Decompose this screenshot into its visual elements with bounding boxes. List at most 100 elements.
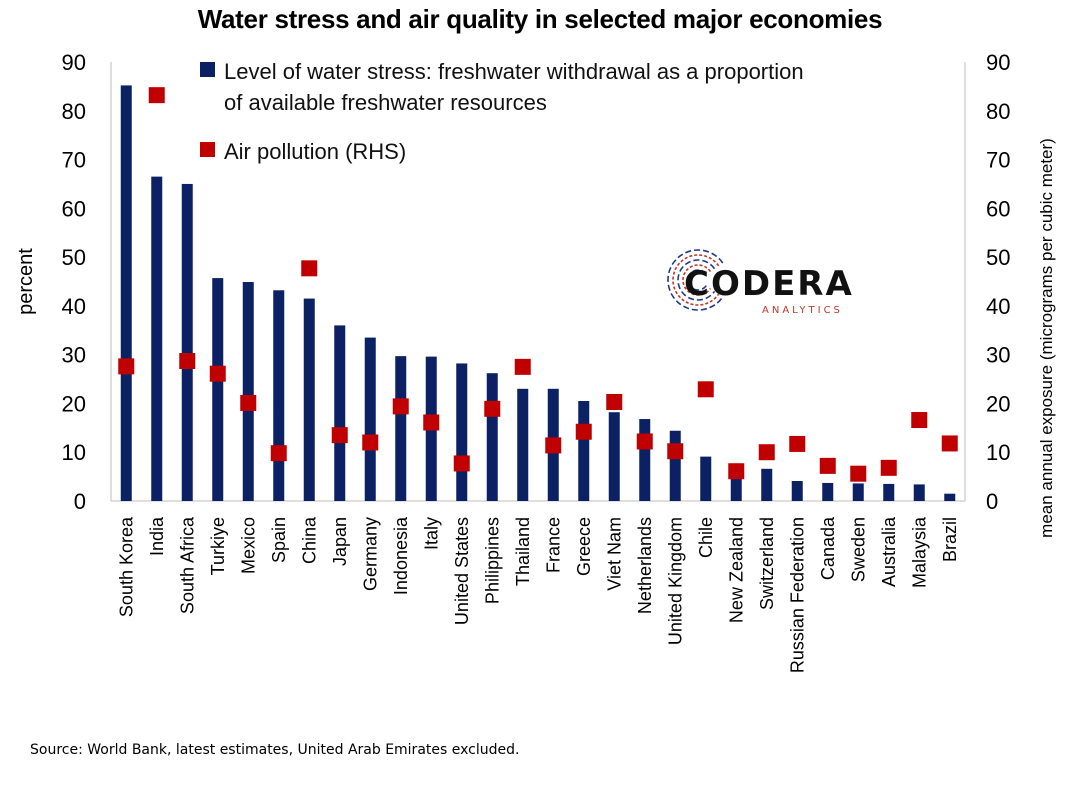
category-label: Spain <box>269 517 289 563</box>
bar-sweden <box>852 483 864 501</box>
category-label: Russian Federation <box>787 517 807 673</box>
category-label: Turkiye <box>208 517 228 575</box>
category-label: Thailand <box>513 517 533 586</box>
marker-australia <box>880 459 897 476</box>
bar-switzerland <box>761 468 773 501</box>
marker-south-africa <box>179 353 196 370</box>
left-tick-label: 30 <box>62 343 86 368</box>
bar-viet-nam <box>608 412 620 501</box>
marker-thailand <box>514 358 531 375</box>
marker-brazil <box>941 435 958 452</box>
bar-netherlands <box>639 419 651 501</box>
category-label: United Kingdom <box>665 517 685 645</box>
right-tick-label: 60 <box>986 196 1010 221</box>
left-tick-label: 20 <box>62 391 86 416</box>
bar-australia <box>883 483 895 501</box>
category-label: United States <box>452 517 472 625</box>
legend-label-bars: of available freshwater resources <box>224 90 547 115</box>
marker-china <box>301 260 318 277</box>
logo-wordmark: CODERA <box>684 264 854 304</box>
bar-thailand <box>517 388 529 501</box>
bar-chile <box>700 456 712 501</box>
left-tick-label: 80 <box>62 99 86 124</box>
category-label: Greece <box>574 517 594 576</box>
right-tick-label: 10 <box>986 440 1010 465</box>
category-label: South Korea <box>116 516 136 617</box>
bar-philippines <box>486 373 498 501</box>
legend-label-bars: Level of water stress: freshwater withdr… <box>224 59 804 84</box>
category-label: Viet Nam <box>604 517 624 591</box>
right-tick-label: 40 <box>986 294 1010 319</box>
left-tick-label: 40 <box>62 294 86 319</box>
category-label: Philippines <box>482 517 502 604</box>
right-tick-label: 90 <box>986 50 1010 75</box>
bar-canada <box>822 482 834 501</box>
bar-mexico <box>242 281 254 501</box>
bar-united-kingdom <box>669 430 681 501</box>
marker-indonesia <box>392 398 409 415</box>
right-tick-label: 80 <box>986 99 1010 124</box>
marker-mexico <box>240 394 257 411</box>
left-tick-label: 70 <box>62 148 86 173</box>
marker-france <box>545 437 562 454</box>
bar-brazil <box>944 493 956 501</box>
right-tick-label: 70 <box>986 148 1010 173</box>
category-label: Japan <box>330 517 350 566</box>
left-tick-label: 0 <box>74 489 86 514</box>
source-note: Source: World Bank, latest estimates, Un… <box>30 742 520 758</box>
right-tick-label: 30 <box>986 343 1010 368</box>
bar-spain <box>273 290 285 501</box>
bar-united-states <box>456 363 468 501</box>
category-labels: South Korea India South Africa Turkiye Mexic… <box>116 516 960 673</box>
marker-spain <box>270 445 287 462</box>
marker-russian-federation <box>789 435 806 452</box>
bars-layer <box>120 85 956 501</box>
legend-swatch-bars <box>200 62 215 77</box>
logo-subtitle: ANALYTICS <box>762 305 843 316</box>
marker-india <box>148 87 165 104</box>
logo-ring-icon <box>667 249 724 311</box>
left-tick-label: 50 <box>62 245 86 270</box>
bar-greece <box>578 401 590 501</box>
bar-india <box>151 176 163 501</box>
marker-new-zealand <box>728 463 745 480</box>
bar-japan <box>334 325 346 501</box>
left-tick-label: 10 <box>62 440 86 465</box>
category-label: Indonesia <box>391 516 411 595</box>
logo-ring-icon <box>682 264 712 296</box>
right-tick-label: 20 <box>986 391 1010 416</box>
category-label: Switzerland <box>757 517 777 610</box>
left-tick-label: 60 <box>62 196 86 221</box>
axes: 0 10 20 30 40 50 60 70 80 90 0 10 20 30 40 50 60 70 80 90 pe… <box>15 50 1056 538</box>
bar-russian-federation <box>791 481 803 501</box>
marker-united-states <box>453 455 470 472</box>
legend-swatch-markers <box>200 142 215 157</box>
marker-greece <box>575 423 592 440</box>
bar-south-africa <box>181 183 193 501</box>
chart-title: Water stress and air quality in selected… <box>197 4 883 34</box>
marker-turkiye <box>209 365 226 382</box>
bar-new-zealand <box>730 463 742 501</box>
category-label: Australia <box>879 516 899 587</box>
category-label: Italy <box>421 517 441 550</box>
y-axis-title: percent <box>15 248 37 315</box>
marker-philippines <box>484 400 501 417</box>
category-label: India <box>147 516 167 556</box>
markers-layer <box>118 87 958 482</box>
category-label: South Africa <box>177 516 197 614</box>
category-label: New Zealand <box>726 517 746 623</box>
category-label: Malaysia <box>909 516 929 588</box>
marker-canada <box>819 457 836 474</box>
marker-viet-nam <box>606 393 623 410</box>
left-tick-label: 90 <box>62 50 86 75</box>
marker-netherlands <box>636 433 653 450</box>
marker-italy <box>423 414 440 431</box>
category-label: Canada <box>818 516 838 580</box>
category-label: Germany <box>360 517 380 591</box>
right-tick-label: 0 <box>986 489 998 514</box>
category-label: France <box>543 517 563 573</box>
marker-germany <box>362 434 379 451</box>
category-label: Brazil <box>940 517 960 562</box>
